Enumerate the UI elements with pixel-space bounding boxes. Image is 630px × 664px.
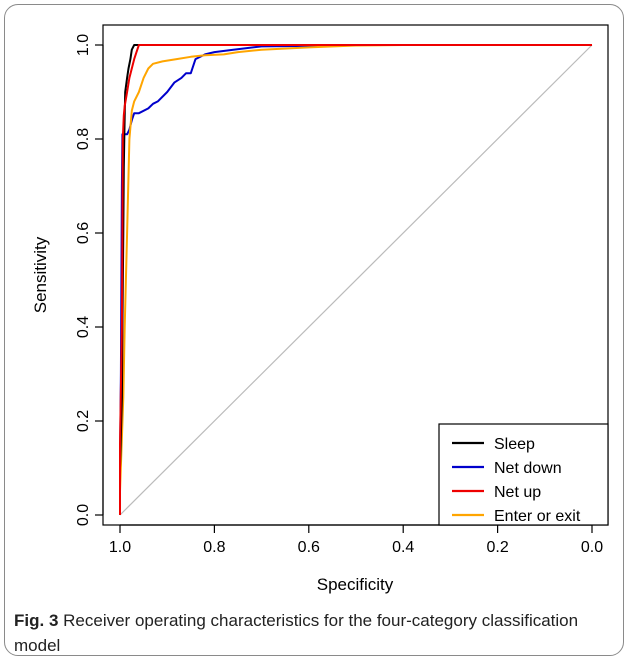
y-tick-label: 0.2 <box>75 410 92 432</box>
series-line-net-up <box>119 44 592 515</box>
series-layer <box>119 44 592 515</box>
legend-box <box>438 423 609 526</box>
reference-diagonal <box>119 44 593 516</box>
x-tick-label: 1.0 <box>109 539 131 556</box>
x-tick-label: 0.0 <box>581 539 603 556</box>
legend-label: Net down <box>494 460 562 477</box>
legend-label: Enter or exit <box>494 508 581 525</box>
y-tick-label: 0.4 <box>75 316 92 338</box>
x-tick-label: 0.6 <box>298 539 320 556</box>
y-tick-label: 1.0 <box>75 34 92 56</box>
x-tick-label: 0.4 <box>392 539 414 556</box>
legend-label: Net up <box>494 484 541 501</box>
series-line-enter-or-exit <box>119 44 592 515</box>
legend: Sleep Net down Net up Enter or exit <box>438 423 609 526</box>
caption-label: Fig. 3 <box>14 611 59 630</box>
figure-frame <box>4 4 624 656</box>
reference-layer <box>119 44 593 516</box>
x-axis-label: Specificity <box>317 575 394 594</box>
y-tick-label: 0.8 <box>75 128 92 150</box>
legend-label: Sleep <box>494 436 535 453</box>
y-tick-label: 0.6 <box>75 222 92 244</box>
figure-caption: Fig. 3 Receiver operating characteristic… <box>14 608 604 658</box>
y-tick-label: 0.0 <box>75 504 92 526</box>
x-tick-label: 0.8 <box>203 539 225 556</box>
roc-chart: 1.0 0.8 0.6 0.4 0.2 0.0 0.0 0.2 0.4 0.6 0.8 1.0 Spe… <box>31 24 609 594</box>
x-tick-label: 0.2 <box>486 539 508 556</box>
axes-layer: 1.0 0.8 0.6 0.4 0.2 0.0 0.0 0.2 0.4 0.6 0.8 1.0 <box>75 34 603 556</box>
y-axis-label: Sensitivity <box>31 236 50 313</box>
caption-text: Receiver operating characteristics for t… <box>14 611 579 655</box>
